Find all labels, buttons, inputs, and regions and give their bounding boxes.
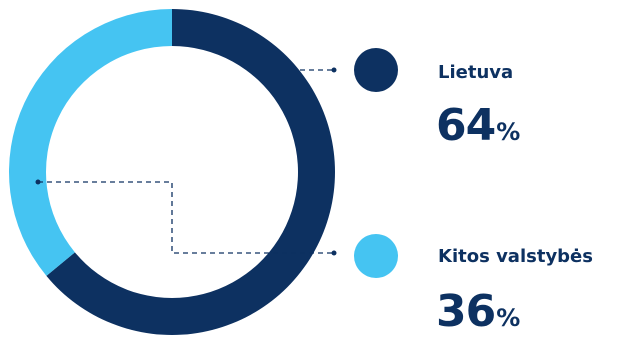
legend-label-lietuva: Lietuva xyxy=(438,62,514,83)
slices-group xyxy=(8,9,335,336)
leader-lines-group xyxy=(35,67,337,256)
legend-label-kitos-valstybes: Kitos valstybės xyxy=(438,246,593,267)
legend-value-kitos-valstybes: 36% xyxy=(436,290,520,334)
leader-dot-kitos-valstybes xyxy=(331,250,337,256)
slice-kitos-valstyb-s xyxy=(8,9,172,276)
value-number: 36 xyxy=(436,286,496,337)
leader-start-dot-kitos-valstybes xyxy=(35,179,41,185)
legend-marker-kitos-valstyb-s xyxy=(354,234,398,278)
legend-marker-lietuva xyxy=(354,48,398,92)
leader-line-kitos-valstybes xyxy=(38,181,334,254)
value-number: 64 xyxy=(436,100,496,151)
legend-markers-group xyxy=(354,48,398,278)
value-unit: % xyxy=(496,304,521,332)
slice-lietuva xyxy=(46,9,335,336)
legend-value-lietuva: 64% xyxy=(436,104,520,148)
leader-dot-lietuva xyxy=(331,67,337,73)
value-unit: % xyxy=(496,118,521,146)
